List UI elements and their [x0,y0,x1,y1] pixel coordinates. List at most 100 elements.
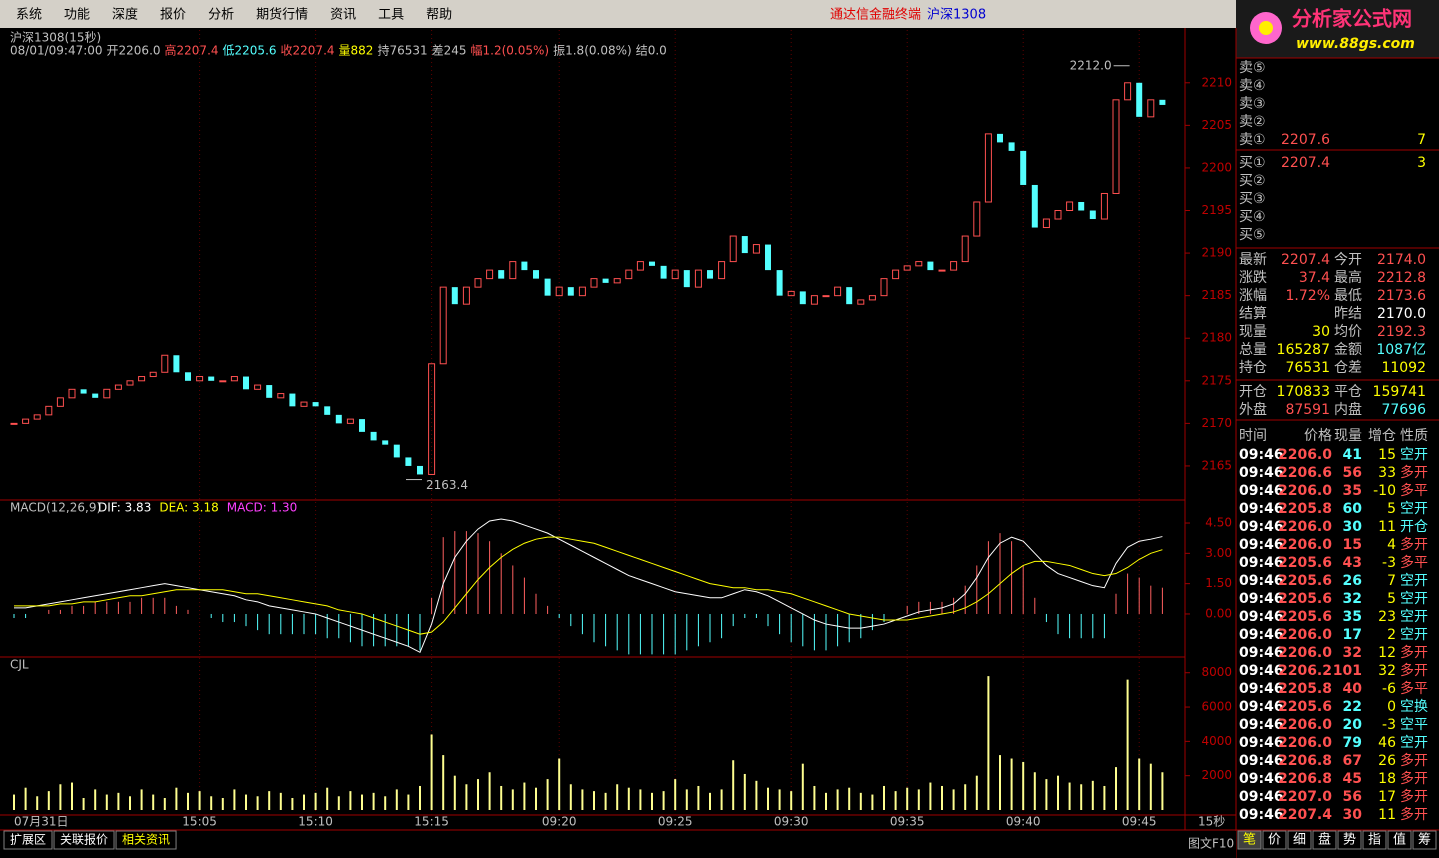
candle [892,269,900,280]
menu-item[interactable]: 功能 [64,8,90,23]
x-tick-label: 07月31日 [14,815,69,829]
book-volume: 7 [1417,132,1426,148]
x-tick-label: 15:10 [298,815,333,829]
candle [126,380,134,386]
x-tick-label: 09:30 [774,815,809,829]
candle [161,354,169,373]
book-label: 买⑤ [1239,227,1266,243]
bottom-tab[interactable]: 关联报价 [60,832,108,847]
menu-item[interactable]: 帮助 [426,8,452,23]
book-label: 买④ [1239,209,1266,225]
y-tick-label: 3.00 [1205,546,1232,560]
annotation: 2163.4 [426,478,468,492]
book-volume: 3 [1417,155,1426,171]
ticks-header: 增仓 [1368,428,1396,444]
tick-cell: 多平 [1400,680,1428,697]
logo-url: www.88gs.com [1296,36,1415,52]
tick-cell: 2205.8 [1278,501,1332,517]
side-tab[interactable]: 势 [1343,832,1356,848]
tick-cell: 12 [1378,645,1396,661]
side-tab-box [1362,830,1387,850]
candle [822,295,830,298]
tick-cell: 30 [1343,519,1363,535]
candle [1078,201,1085,211]
side-tab-box [1387,830,1412,850]
candle [787,290,795,297]
legend-entry: MACD: 1.30 [227,501,298,515]
stat-label: 平仓 [1334,384,1362,400]
candle [602,278,609,283]
candle [359,419,365,432]
candle [1147,99,1155,118]
menu-item[interactable]: 系统 [16,8,42,23]
tick-cell: 2205.6 [1278,699,1332,715]
y-tick-label: 2175 [1201,373,1232,387]
info-item: 08/01/09:47:00 [10,44,103,58]
tick-cell: 2206.0 [1278,735,1332,751]
info-item: 量882 [339,44,374,58]
stat-label: 开仓 [1239,384,1267,400]
candle [984,133,992,203]
tick-cell: 09:46 [1239,483,1284,499]
candle [243,376,249,390]
x-tick-label: 15:15 [414,815,449,829]
side-tab[interactable]: 筹 [1418,832,1431,848]
candle [660,265,667,279]
tick-cell: 11 [1378,519,1396,535]
stat-label: 内盘 [1334,401,1362,418]
side-tab[interactable]: 笔 [1243,832,1256,848]
candle [254,384,262,390]
y-tick-label: 8000 [1201,665,1232,679]
y-tick-label: 2195 [1201,203,1232,217]
bottom-tab[interactable]: 扩展区 [10,833,46,847]
tick-cell: 09:46 [1239,627,1284,643]
side-tab[interactable]: 细 [1293,833,1306,848]
tick-cell: 09:46 [1239,735,1284,751]
book-label: 买① [1239,155,1266,171]
tick-cell: 35 [1343,483,1362,499]
side-tab[interactable]: 指 [1368,833,1381,848]
book-label: 买② [1239,173,1266,189]
bottom-tab[interactable]: 相关资讯 [122,833,170,847]
tick-cell: 09:46 [1239,753,1284,769]
tick-cell: 26 [1378,753,1396,769]
stat-label: 外盘 [1239,401,1267,418]
candle [80,389,87,394]
x-tick-label: 09:45 [1122,815,1157,829]
info-item: 差245 [432,44,467,58]
menu-item[interactable]: 报价 [160,8,186,23]
tick-cell: 4 [1387,537,1396,553]
y-tick-label: 4000 [1201,734,1232,748]
tick-cell: 09:46 [1239,447,1284,463]
candle [439,286,447,365]
menu-item[interactable]: 分析 [208,8,234,23]
annotation: 2212.0 [1070,58,1112,72]
candle [335,414,342,424]
candle [1159,99,1166,105]
tick-cell: 26 [1343,573,1362,589]
menu-item[interactable]: 深度 [112,7,138,23]
candle [1066,201,1074,212]
candle [938,269,946,272]
tick-cell: 79 [1343,735,1362,751]
side-tab[interactable]: 盘 [1318,832,1331,848]
menu-item[interactable]: 工具 [378,8,404,23]
candle [149,371,157,378]
side-tab[interactable]: 值 [1393,832,1406,848]
stat-label: 昨结 [1334,306,1362,322]
candle [857,299,865,305]
side-tab-box [1412,830,1437,850]
menu-item[interactable]: 资讯 [330,8,356,23]
menu-item[interactable]: 期货行情 [256,7,308,23]
candle [1124,82,1132,101]
tab-box [53,830,115,850]
side-tab[interactable]: 价 [1268,833,1281,848]
stat-label: 最新 [1239,252,1267,268]
stat-value: 165287 [1277,342,1330,358]
f10-tab[interactable]: 图文F10 [1188,836,1234,851]
tick-cell: 2207.0 [1278,789,1332,805]
candle [346,418,354,424]
volume-title: CJL [10,658,29,672]
tick-cell: 09:46 [1239,519,1284,535]
tick-cell: 40 [1343,681,1363,697]
